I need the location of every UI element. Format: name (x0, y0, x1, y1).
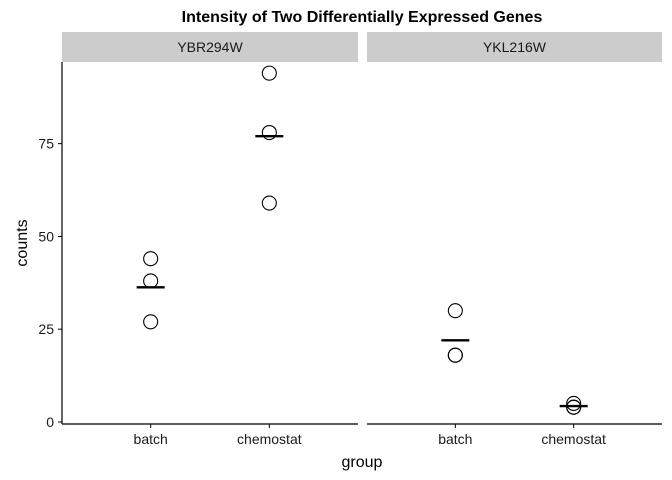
data-point (143, 314, 159, 330)
facet-strip-label: YBR294W (177, 39, 243, 55)
facet-strip (367, 32, 662, 62)
x-tick-label: batch (438, 431, 472, 447)
x-tick-label: chemostat (541, 431, 606, 447)
y-tick-label: 50 (38, 228, 54, 244)
chart-title: Intensity of Two Differentially Expresse… (182, 9, 543, 26)
facet-panels: YBR294W batch chemostat 0 25 50 75 YKL216W batch… (38, 32, 662, 447)
facet-strip-label: YKL216W (483, 39, 547, 55)
y-tick-label: 0 (46, 414, 54, 430)
y-axis-title: counts (14, 219, 31, 266)
x-tick-label: batch (134, 431, 168, 447)
y-tick-label: 25 (38, 321, 54, 337)
data-point (447, 303, 463, 319)
facet-strip (62, 32, 358, 62)
data-point (566, 395, 582, 411)
data-point (261, 124, 277, 141)
data-point (261, 65, 277, 81)
data-point (261, 195, 277, 211)
data-point (447, 347, 463, 363)
x-axis-title: group (342, 454, 383, 471)
data-point (143, 273, 159, 289)
y-tick-label: 75 (38, 136, 54, 152)
x-tick-label: chemostat (237, 431, 302, 447)
data-point (143, 251, 159, 267)
